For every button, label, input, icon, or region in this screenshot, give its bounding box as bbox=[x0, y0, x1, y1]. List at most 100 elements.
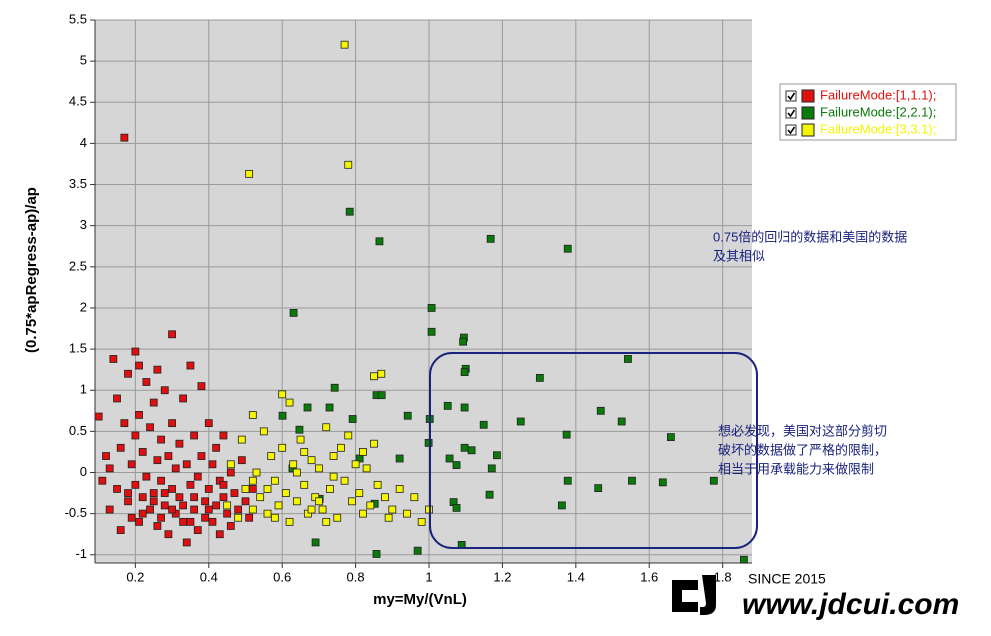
point bbox=[329, 472, 338, 481]
point bbox=[340, 40, 349, 49]
point bbox=[345, 207, 354, 216]
x-tick-label: 1.6 bbox=[640, 569, 658, 584]
point bbox=[366, 501, 375, 510]
point bbox=[157, 435, 165, 444]
point bbox=[219, 431, 228, 440]
point bbox=[270, 513, 279, 522]
point bbox=[197, 382, 206, 391]
legend-swatch bbox=[801, 123, 815, 137]
point bbox=[116, 443, 125, 452]
point bbox=[487, 464, 496, 473]
point bbox=[135, 411, 143, 419]
point bbox=[226, 468, 235, 477]
point bbox=[562, 430, 571, 439]
point bbox=[493, 451, 501, 460]
y-tick-label: 2 bbox=[80, 299, 87, 314]
point bbox=[116, 526, 125, 534]
annotation: 0.75倍的回归的数据和美国的数据 bbox=[713, 229, 907, 244]
point bbox=[486, 234, 495, 243]
point bbox=[303, 403, 312, 412]
point bbox=[164, 530, 173, 539]
point bbox=[296, 435, 305, 444]
point bbox=[459, 337, 468, 346]
point bbox=[182, 538, 191, 547]
point bbox=[292, 497, 301, 506]
point bbox=[403, 411, 412, 420]
point bbox=[149, 489, 158, 497]
point bbox=[248, 411, 257, 419]
point bbox=[146, 423, 154, 432]
y-axis-label: (0.75*apRegress-ap)/ap bbox=[23, 187, 40, 353]
point bbox=[98, 476, 107, 485]
x-tick-label: 1.2 bbox=[493, 569, 511, 584]
point bbox=[424, 438, 433, 447]
y-tick-label: 2.5 bbox=[69, 258, 87, 273]
y-tick-label: -1 bbox=[75, 546, 87, 561]
point bbox=[617, 417, 626, 426]
point bbox=[318, 505, 327, 514]
point bbox=[460, 443, 469, 452]
point bbox=[113, 485, 121, 493]
point bbox=[179, 394, 187, 403]
y-tick-label: 5 bbox=[80, 53, 87, 68]
point bbox=[124, 369, 132, 378]
y-tick-label: 5.5 bbox=[69, 11, 87, 26]
point bbox=[340, 476, 349, 485]
point bbox=[175, 493, 184, 502]
legend-items: FailureMode:[1,1.1); FailureMode:[2,2.1);… bbox=[785, 87, 936, 137]
point bbox=[372, 550, 381, 558]
point bbox=[413, 546, 422, 555]
point bbox=[467, 446, 476, 455]
point bbox=[127, 513, 136, 522]
point bbox=[153, 456, 162, 465]
point bbox=[160, 501, 169, 510]
point bbox=[146, 505, 154, 514]
legend-swatch bbox=[801, 106, 815, 120]
y-tick-label: 4.5 bbox=[69, 94, 87, 109]
point bbox=[109, 355, 118, 363]
y-tick-label: 0 bbox=[80, 464, 87, 479]
point bbox=[410, 493, 419, 502]
point bbox=[377, 391, 386, 400]
point bbox=[307, 456, 316, 465]
legend-label: FailureMode:[1,1.1); bbox=[820, 87, 936, 102]
point bbox=[348, 497, 356, 506]
point bbox=[168, 330, 176, 339]
y-tick-label: 3 bbox=[80, 217, 87, 232]
point bbox=[359, 448, 367, 456]
point bbox=[375, 237, 384, 246]
point bbox=[234, 505, 243, 514]
point bbox=[120, 133, 129, 142]
x-tick-label: 1.4 bbox=[567, 569, 585, 584]
point bbox=[485, 490, 494, 499]
point bbox=[333, 513, 342, 522]
point bbox=[179, 517, 187, 526]
point bbox=[212, 501, 221, 510]
point bbox=[359, 509, 367, 518]
point bbox=[322, 517, 331, 526]
point bbox=[388, 505, 397, 514]
x-tick-label: 0.8 bbox=[347, 569, 365, 584]
point bbox=[344, 160, 353, 169]
legend-checkbox bbox=[785, 107, 797, 119]
point bbox=[160, 489, 169, 497]
point bbox=[563, 244, 572, 253]
point bbox=[362, 464, 371, 473]
point bbox=[445, 454, 454, 463]
point bbox=[344, 431, 353, 440]
point bbox=[160, 386, 169, 395]
point bbox=[135, 361, 143, 370]
point bbox=[395, 454, 404, 463]
point bbox=[208, 517, 217, 526]
point bbox=[300, 480, 309, 489]
point bbox=[179, 501, 187, 510]
x-tick-label: 0.6 bbox=[273, 569, 291, 584]
point bbox=[281, 489, 290, 497]
point bbox=[460, 368, 469, 377]
point bbox=[124, 497, 132, 506]
point bbox=[292, 468, 301, 477]
legend-label: FailureMode:[2,2.1); bbox=[820, 104, 936, 119]
point bbox=[314, 464, 323, 473]
point bbox=[557, 501, 566, 510]
